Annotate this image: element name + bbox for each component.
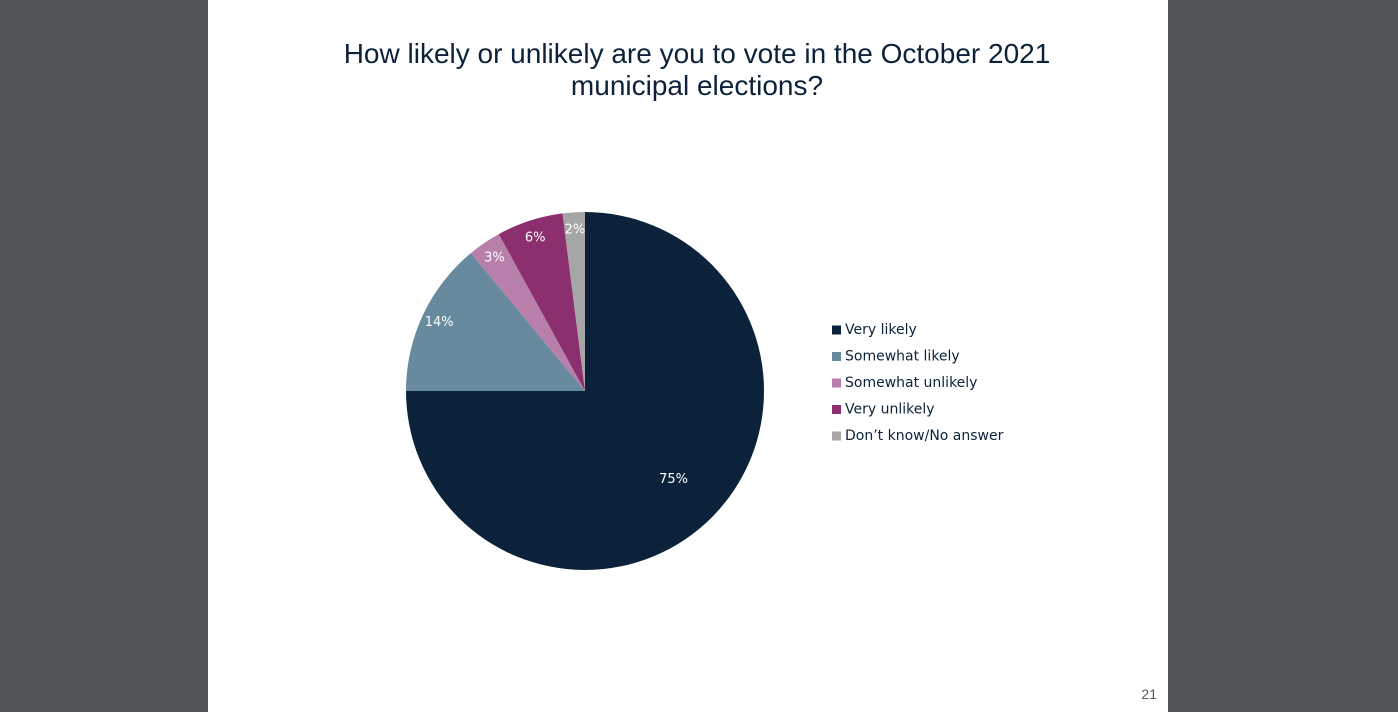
legend-label: Don’t know/No answer [845,428,1004,444]
legend-swatch [832,325,841,335]
pie-slice [406,253,585,391]
data-label: 75% [659,472,688,487]
pie-slice [498,213,585,391]
pie-slice [562,212,585,391]
legend-label: Somewhat likely [845,349,960,365]
legend-label: Very likely [845,322,917,338]
legend-swatch [832,431,841,441]
legend-label: Very unlikely [845,402,935,418]
data-label: 14% [425,315,454,330]
legend-label: Somewhat unlikely [845,375,977,391]
pie-slice [470,234,585,391]
data-label: 2% [565,223,586,238]
legend-swatch [832,405,841,414]
data-label: 6% [525,230,546,245]
legend-swatch [832,378,841,388]
legend-swatch [832,352,841,361]
page-number: 21 [1141,686,1157,702]
chart-title: How likely or unlikely are you to vote i… [343,38,1051,101]
data-label: 3% [484,250,505,265]
